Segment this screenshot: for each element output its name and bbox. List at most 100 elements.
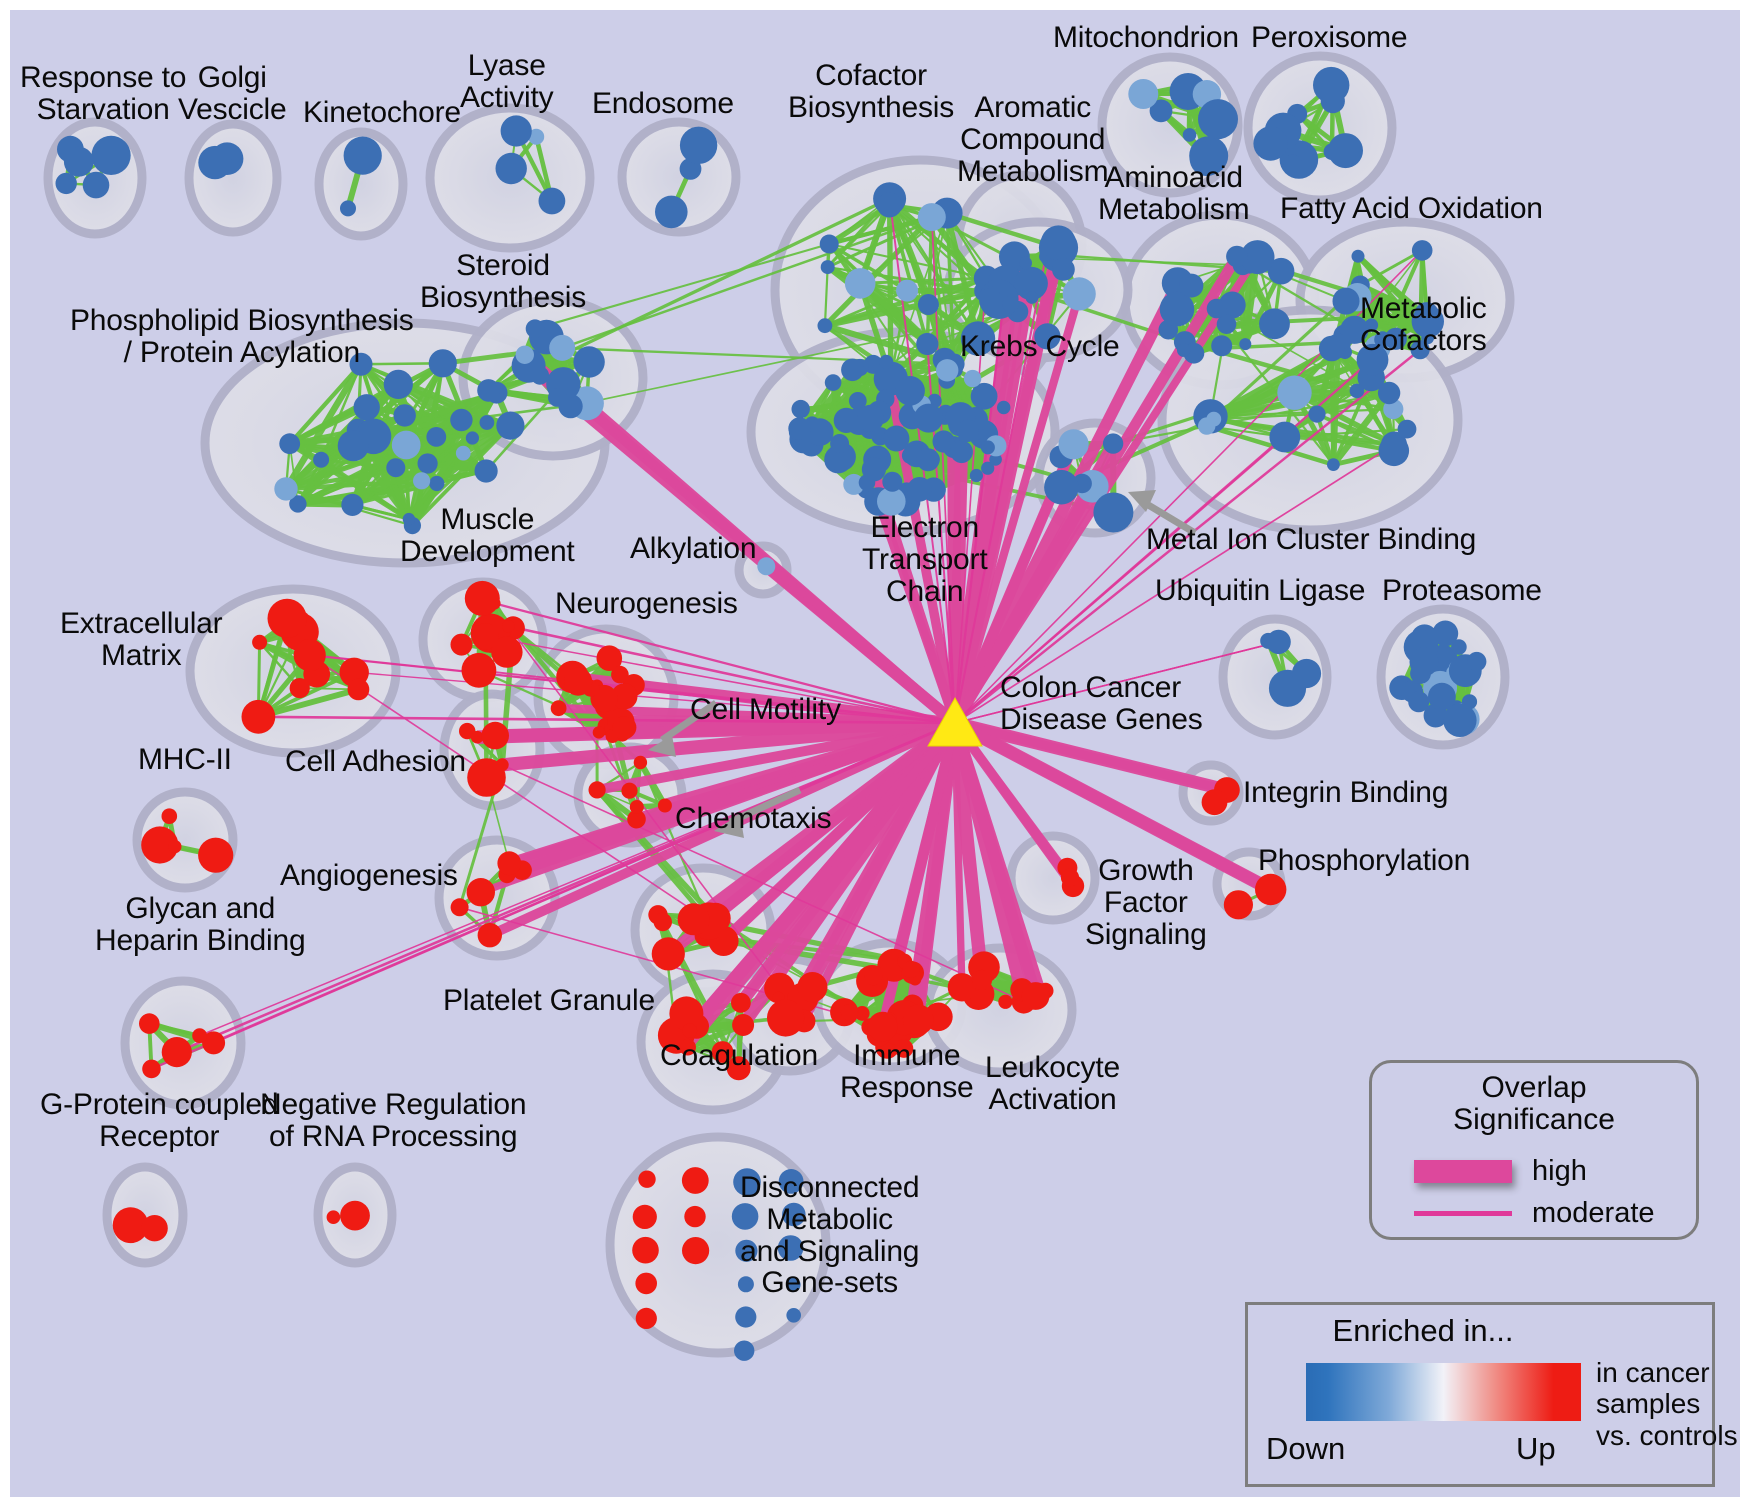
node-coagulation xyxy=(764,972,795,1004)
node-aminoacid-metabolism xyxy=(1216,314,1237,335)
node-cell-adhesion xyxy=(481,721,510,750)
node-electron-transport-chain xyxy=(861,457,887,482)
node-electron-transport-chain xyxy=(963,369,982,388)
edge-pink-moderate xyxy=(954,641,1279,724)
cluster-label-metabolic-cofactors: Metabolic Cofactors xyxy=(1360,292,1487,357)
node-chemotaxis xyxy=(677,903,710,936)
node-ubiquitin-ligase xyxy=(1266,629,1291,655)
node-electron-transport-chain xyxy=(857,404,884,432)
node-metabolic-cofactors xyxy=(1206,411,1222,427)
cluster-label-phospholipid-biosynthesis: Phospholipid Biosynthesis / Protein Acyl… xyxy=(70,304,414,369)
cluster-label-kinetochore: Kinetochore xyxy=(303,96,461,129)
node-peroxisome xyxy=(1283,154,1302,173)
node-g-protein-coupled-receptor xyxy=(141,1215,168,1242)
node-neurogenesis xyxy=(611,665,629,684)
cluster-label-mhc-ii: MHC-II xyxy=(138,743,232,776)
node-metabolic-cofactors xyxy=(1356,343,1389,376)
node-phospholipid-biosynthesis xyxy=(313,451,330,468)
node-cell-motility xyxy=(588,781,606,799)
node-fatty-acid-oxidation xyxy=(1351,249,1365,263)
node-krebs-cycle xyxy=(1040,225,1076,261)
node-mhc-ii xyxy=(161,808,178,824)
node-disconnected-gene-sets xyxy=(632,1236,659,1264)
node-leukocyte-activation xyxy=(1021,982,1050,1010)
node-phospholipid-biosynthesis xyxy=(289,495,307,513)
cluster-halo-golgi-vescicle xyxy=(184,119,282,237)
edge-pink-high xyxy=(951,720,1077,889)
node-phospholipid-biosynthesis xyxy=(386,458,406,478)
node-lyase-activity xyxy=(500,115,532,147)
edge-green xyxy=(887,203,930,346)
node-disconnected-gene-sets xyxy=(632,1204,657,1229)
node-krebs-cycle xyxy=(1025,291,1039,304)
edge-pink-moderate xyxy=(953,282,1007,724)
node-phospholipid-biosynthesis xyxy=(474,459,498,483)
edge-green xyxy=(1418,248,1425,316)
edge-green xyxy=(1209,407,1395,418)
legend-label-down: Down xyxy=(1266,1431,1346,1466)
node-cell-motility xyxy=(621,782,638,799)
edge-green xyxy=(944,210,981,342)
node-cofactor-biosynthesis xyxy=(916,332,939,356)
hub-node-colon-cancer-disease-genes[interactable] xyxy=(927,696,983,747)
edge-green xyxy=(418,434,476,484)
node-peroxisome xyxy=(1313,66,1350,104)
edge-green xyxy=(283,478,424,492)
edge-green xyxy=(1358,248,1424,287)
node-phospholipid-biosynthesis xyxy=(496,411,525,440)
node-disconnected-gene-sets xyxy=(682,1237,710,1265)
node-phospholipid-biosynthesis xyxy=(465,431,479,445)
cluster-halo-disconnected-gene-sets xyxy=(605,1132,831,1358)
node-platelet-granule xyxy=(732,1014,755,1036)
node-coagulation xyxy=(797,972,828,1003)
node-disconnected-gene-sets xyxy=(735,1306,757,1328)
arrow-metal-ion-cluster-binding xyxy=(1128,490,1197,537)
node-kinetochore xyxy=(340,200,356,217)
node-immune-response xyxy=(902,960,920,979)
cluster-label-aminoacid-metabolism: Aminoacid Metabolism xyxy=(1098,161,1250,226)
node-electron-transport-chain xyxy=(895,376,925,406)
legend-enriched-side-text: in cancer samples vs. controls xyxy=(1596,1357,1738,1451)
node-krebs-cycle xyxy=(1014,266,1048,301)
cluster-label-proteasome: Proteasome xyxy=(1382,574,1542,607)
node-metal-ion-cluster-binding xyxy=(1044,469,1079,505)
node-phospholipid-biosynthesis xyxy=(353,394,380,421)
node-disconnected-gene-sets xyxy=(638,1170,656,1188)
edge-pink-high xyxy=(505,717,957,880)
edge-green xyxy=(433,422,514,487)
node-mitochondrion xyxy=(1198,99,1238,140)
edge-green xyxy=(823,289,909,328)
node-phospholipid-biosynthesis xyxy=(417,453,438,474)
node-electron-transport-chain xyxy=(916,448,940,472)
node-angiogenesis xyxy=(477,923,502,948)
node-muscle-development xyxy=(502,620,515,633)
node-peroxisome xyxy=(1328,133,1363,169)
node-disconnected-gene-sets xyxy=(684,1205,706,1228)
legend-swatch-moderate xyxy=(1414,1211,1512,1216)
node-proteasome xyxy=(1428,682,1456,711)
cluster-label-electron-transport-chain: Electron Transport Chain xyxy=(862,511,988,608)
node-fatty-acid-oxidation xyxy=(1340,315,1369,344)
node-cofactor-biosynthesis xyxy=(917,203,946,232)
node-electron-transport-chain xyxy=(791,399,810,419)
node-muscle-development xyxy=(450,633,473,656)
node-fatty-acid-oxidation xyxy=(1410,340,1430,360)
node-electron-transport-chain xyxy=(936,359,959,382)
node-neurogenesis xyxy=(550,700,567,717)
node-neurogenesis xyxy=(592,726,606,739)
node-electron-transport-chain xyxy=(863,354,883,374)
node-phospholipid-biosynthesis xyxy=(426,427,447,447)
node-glycan-and-heparin-binding xyxy=(139,1013,160,1034)
edge-pink-moderate-long xyxy=(501,764,1025,1003)
node-aminoacid-metabolism xyxy=(1239,338,1252,351)
node-steroid-biosynthesis xyxy=(548,388,567,407)
edge-green xyxy=(1330,347,1395,452)
edge-green-bridge xyxy=(533,242,831,330)
edge-pink-moderate xyxy=(150,721,956,1070)
node-electron-transport-chain xyxy=(788,417,811,440)
node-endosome xyxy=(679,126,718,164)
edge-pink-moderate xyxy=(953,256,1047,724)
node-immune-response xyxy=(864,967,883,986)
node-krebs-cycle xyxy=(1052,258,1075,281)
node-angiogenesis xyxy=(450,898,469,917)
